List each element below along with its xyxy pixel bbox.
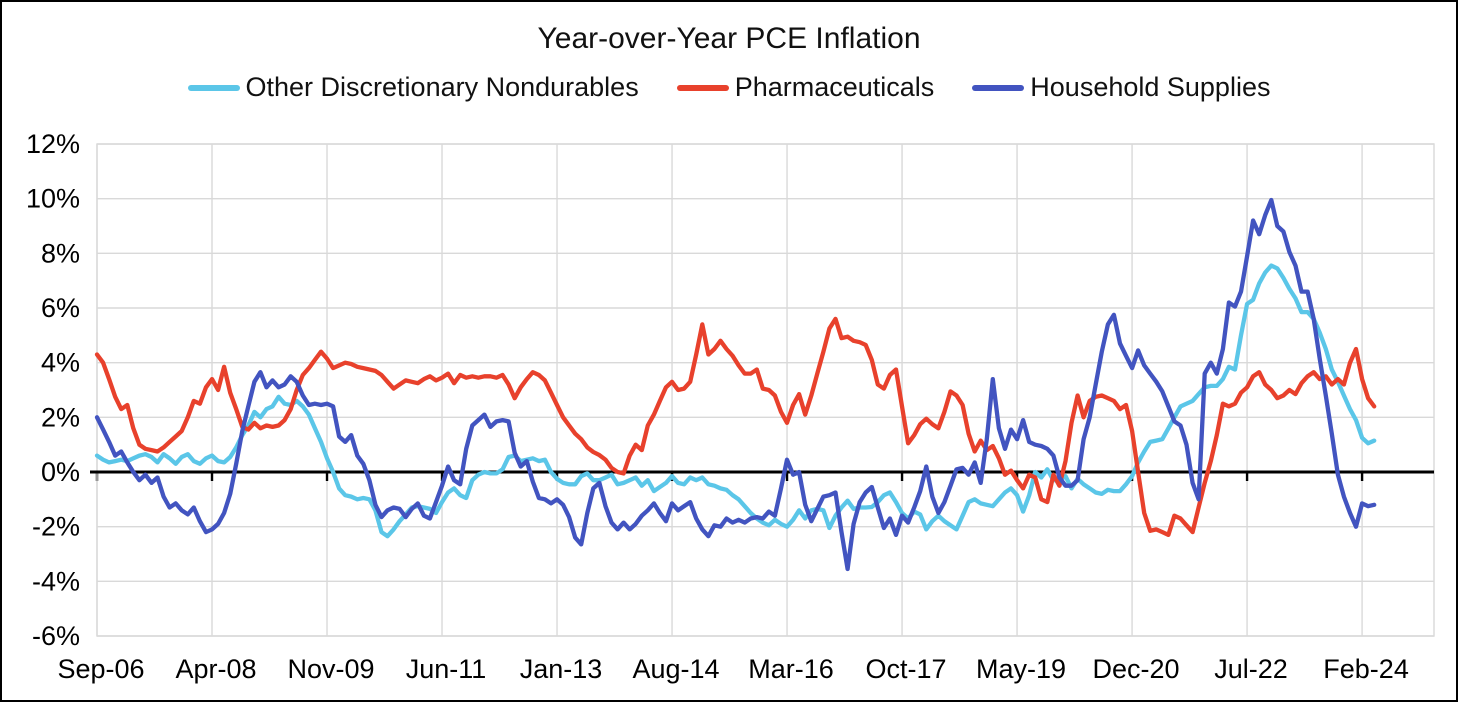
legend-item-household: Household Supplies [972,72,1270,103]
x-axis-tick-label: Apr-08 [175,654,256,684]
x-axis-tick-label: Mar-16 [748,654,834,684]
household-line-swatch-icon [972,84,1025,91]
x-axis-tick-label: May-19 [976,654,1066,684]
legend-item-nondurables: Other Discretionary Nondurables [187,72,639,103]
x-axis-tick-label: Dec-20 [1093,654,1180,684]
legend-label-nondurables: Other Discretionary Nondurables [245,72,639,102]
nondurables-line-swatch-icon [187,84,240,91]
y-axis-tick-label: -6% [32,621,80,651]
y-axis-tick-label: -4% [32,566,80,596]
y-axis-tick-label: 0% [41,457,80,487]
x-axis-tick-label: Aug-14 [632,654,719,684]
x-axis-tick-label: Feb-24 [1323,654,1409,684]
x-axis-tick-label: Jan-13 [520,654,603,684]
series-line-household-supplies [94,197,1377,572]
y-axis-tick-label: 6% [41,293,80,323]
pharmaceuticals-line-swatch-icon [676,84,729,91]
x-axis-tick-label: Nov-09 [287,654,374,684]
chart-title: Year-over-Year PCE Inflation [537,22,921,55]
plot-border [96,143,1435,637]
x-axis-tick-label: Oct-17 [866,654,947,684]
y-axis-tick-label: 12% [26,129,80,159]
legend-label-household: Household Supplies [1030,72,1271,102]
x-axis-tick-label: Sep-06 [57,654,144,684]
y-axis-tick-label: 8% [41,238,80,268]
series-line-pharmaceuticals [94,316,1377,538]
legend-label-pharmaceuticals: Pharmaceuticals [734,72,935,102]
y-axis-tick-label: 2% [41,402,80,432]
y-axis-tick-label: 4% [41,348,80,378]
legend: Other Discretionary Nondurables Pharmace… [2,72,1456,103]
legend-item-pharmaceuticals: Pharmaceuticals [676,72,935,103]
y-axis-tick-label: -2% [32,512,80,542]
series-line-other-discretionary-nondurables [94,263,1377,539]
x-axis-tick-label: Jul-22 [1214,654,1288,684]
y-axis-tick-label: 10% [26,184,80,214]
x-axis-tick-label: Jun-11 [406,654,487,684]
